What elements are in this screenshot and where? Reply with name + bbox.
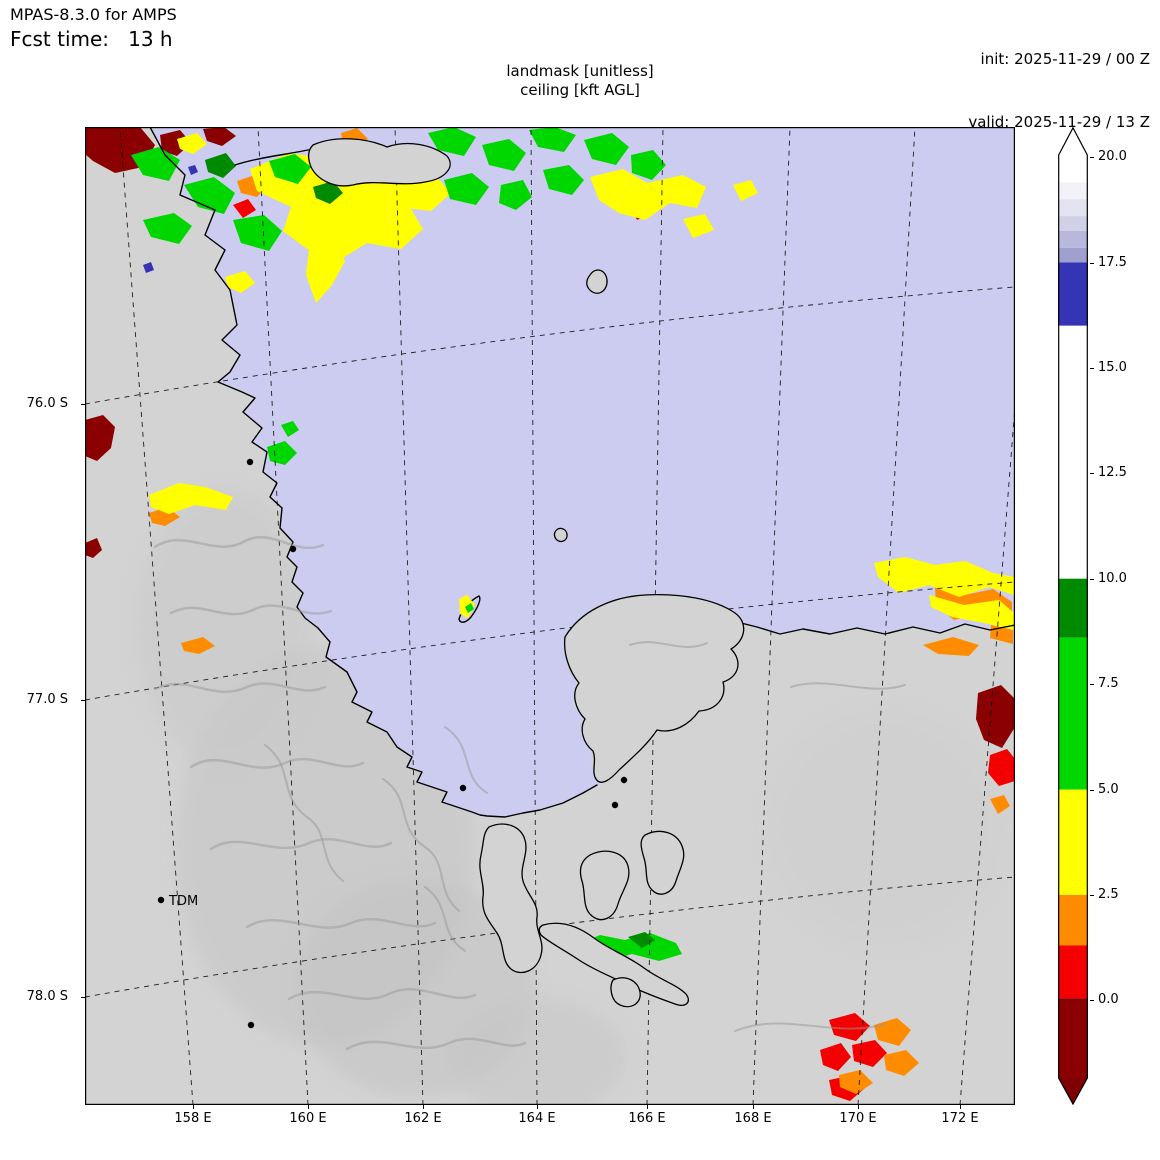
x-tick-label: 160 E bbox=[289, 1111, 327, 1126]
station-dot bbox=[459, 784, 467, 792]
plot-title: landmask [unitless] ceiling [kft AGL] bbox=[115, 62, 1045, 100]
y-tick-label: 76.0 S bbox=[26, 396, 68, 411]
victoria-land-coast bbox=[149, 126, 598, 818]
station-dot bbox=[157, 896, 165, 904]
colorbar-tick-label: 0.0 bbox=[1098, 992, 1119, 1008]
x-tick-mark bbox=[308, 1105, 309, 1109]
colorbar-tick-mark bbox=[1090, 1000, 1094, 1002]
colorbar-segment bbox=[1058, 262, 1088, 326]
colorbar-tick-label: 20.0 bbox=[1098, 149, 1127, 165]
colorbar-tick-mark bbox=[1090, 578, 1094, 580]
x-tick-label: 170 E bbox=[839, 1111, 877, 1126]
station-markers: TDM bbox=[157, 458, 628, 1029]
model-name: MPAS-8.3.0 for AMPS bbox=[10, 5, 177, 24]
colorbar bbox=[1058, 126, 1088, 1106]
colorbar-segment bbox=[1058, 199, 1088, 217]
colorbar-tick-mark bbox=[1090, 894, 1094, 896]
x-tick-mark bbox=[537, 1105, 538, 1109]
map-frame bbox=[85, 127, 1015, 1105]
colorbar-tick-label: 15.0 bbox=[1098, 359, 1127, 375]
colorbar-segment bbox=[1058, 216, 1088, 231]
y-tick-label: 78.0 S bbox=[26, 989, 68, 1004]
colorbar-segment bbox=[1058, 637, 1088, 790]
station-dot bbox=[247, 1021, 255, 1029]
small-south-island bbox=[610, 977, 641, 1008]
x-tick-mark bbox=[647, 1105, 648, 1109]
cloud-patches bbox=[85, 127, 1015, 1101]
colorbar-labels: 20.0 17.5 15.0 12.5 10.0 7.5 5.0 2.5 0.0 bbox=[1090, 127, 1150, 1105]
small-island-2 bbox=[553, 527, 568, 543]
valid-time: valid: 2025-11-29 / 13 Z bbox=[968, 113, 1150, 131]
x-tick-mark bbox=[423, 1105, 424, 1109]
header-left: MPAS-8.3.0 for AMPS Fcst time: 13 h bbox=[10, 5, 177, 51]
station-dot bbox=[289, 545, 297, 553]
colorbar-segment bbox=[1058, 789, 1088, 895]
colorbar-tick-label: 12.5 bbox=[1098, 465, 1127, 481]
ridge-texture bbox=[153, 535, 906, 1051]
minna-bluff bbox=[538, 922, 690, 1006]
header-right: init: 2025-11-29 / 00 Z valid: 2025-11-2… bbox=[968, 7, 1150, 175]
x-tick-mark bbox=[858, 1105, 859, 1109]
colorbar-tick-mark bbox=[1090, 473, 1094, 475]
map-area: TDM bbox=[84, 126, 1038, 1117]
colorbar-outline bbox=[1058, 126, 1088, 1106]
colorbar-segment bbox=[1058, 247, 1088, 263]
colorbar-segment bbox=[1058, 578, 1088, 638]
ross-island bbox=[563, 593, 745, 783]
colorbar-tick-label: 10.0 bbox=[1098, 570, 1127, 586]
colorbar-plot bbox=[1058, 126, 1088, 1106]
island-white bbox=[640, 830, 685, 895]
colorbar-segment bbox=[1058, 155, 1088, 183]
colorbar-segment bbox=[1058, 945, 1088, 999]
plot-title-line2: ceiling [kft AGL] bbox=[520, 81, 640, 99]
station-dot bbox=[611, 801, 619, 809]
x-tick-label: 172 E bbox=[941, 1111, 979, 1126]
colorbar-tick-label: 17.5 bbox=[1098, 254, 1127, 270]
colorbar-over-arrow bbox=[1058, 127, 1088, 155]
colorbar-segment bbox=[1058, 894, 1088, 946]
small-island-1 bbox=[586, 269, 608, 294]
map-plot: TDM bbox=[84, 126, 1038, 1117]
colorbar-tick-label: 7.5 bbox=[1098, 676, 1119, 692]
x-tick-label: 166 E bbox=[628, 1111, 666, 1126]
station-label: TDM bbox=[168, 894, 198, 909]
plot-title-line1: landmask [unitless] bbox=[506, 62, 654, 80]
y-tick-mark bbox=[81, 404, 85, 405]
x-tick-label: 162 E bbox=[404, 1111, 442, 1126]
x-tick-mark bbox=[960, 1105, 961, 1109]
forecast-time: Fcst time: 13 h bbox=[10, 27, 173, 51]
ice-shelf-front bbox=[732, 614, 1016, 635]
colorbar-segment bbox=[1058, 325, 1088, 579]
colorbar-tick-mark bbox=[1090, 684, 1094, 686]
colorbar-tick-label: 5.0 bbox=[1098, 781, 1119, 797]
colorbar-tick-mark bbox=[1090, 262, 1094, 264]
colorbar-segment bbox=[1058, 998, 1088, 1078]
island-black bbox=[579, 850, 630, 921]
peninsula-a bbox=[479, 823, 543, 974]
colorbar-tick-label: 2.5 bbox=[1098, 886, 1119, 902]
colorbar-tick-mark bbox=[1090, 789, 1094, 791]
ice-tongue bbox=[307, 138, 451, 187]
y-tick-mark bbox=[81, 700, 85, 701]
colorbar-segment bbox=[1058, 182, 1088, 200]
x-tick-mark bbox=[193, 1105, 194, 1109]
colorbar-segment bbox=[1058, 230, 1088, 248]
x-tick-label: 168 E bbox=[734, 1111, 772, 1126]
colorbar-under-arrow bbox=[1058, 1078, 1088, 1105]
x-tick-label: 164 E bbox=[518, 1111, 556, 1126]
y-tick-mark bbox=[81, 997, 85, 998]
x-tick-mark bbox=[753, 1105, 754, 1109]
x-tick-label: 158 E bbox=[174, 1111, 212, 1126]
init-time: init: 2025-11-29 / 00 Z bbox=[980, 50, 1150, 68]
sea-polygon bbox=[150, 127, 1015, 817]
station-dot bbox=[246, 458, 254, 466]
coastlines bbox=[149, 126, 1016, 1008]
station-dot bbox=[620, 776, 628, 784]
colorbar-tick-mark bbox=[1090, 367, 1094, 369]
y-tick-label: 77.0 S bbox=[26, 692, 68, 707]
coast-contour-top bbox=[234, 148, 314, 166]
colorbar-tick-mark bbox=[1090, 157, 1094, 159]
